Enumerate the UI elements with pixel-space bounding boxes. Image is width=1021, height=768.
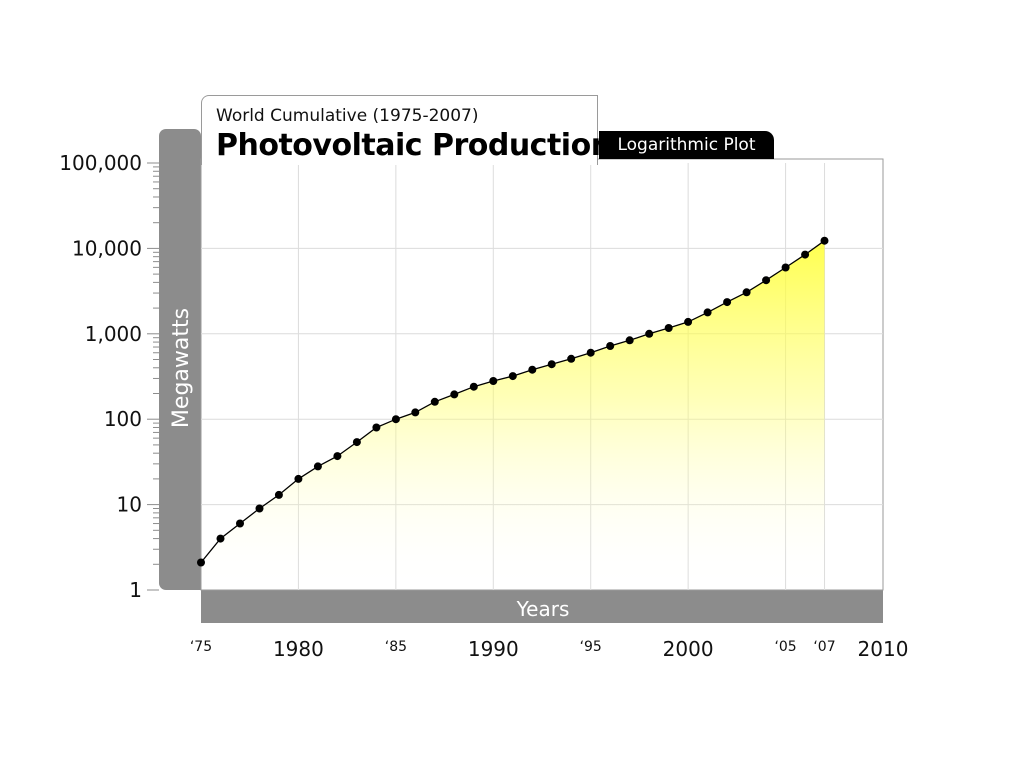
y-tick-label: 100,000 [59,151,142,175]
data-point [645,329,654,338]
y-tick-label: 10 [117,493,142,517]
y-tick-labels: 1 10 100 1,000 10,000 100,000 [59,151,142,602]
x-tick-labels: ‘75 1980 ‘85 1990 ‘95 2000 ‘05 ‘07 2010 [190,637,909,661]
data-point [684,317,693,326]
data-point [567,354,576,363]
x-tick-label: ‘85 [385,639,407,655]
title-box: World Cumulative (1975-2007) Photovoltai… [201,95,612,165]
x-tick-label: 1980 [273,637,324,661]
data-point [801,250,810,259]
y-axis-label: Megawatts [169,308,194,428]
x-axis-label: Years [516,597,570,621]
data-point [333,452,342,461]
chart-subtitle: World Cumulative (1975-2007) [216,106,479,126]
y-tick-marks [147,162,159,591]
y-tick-label: 100 [104,407,142,431]
data-point [586,348,595,357]
data-point [197,558,205,567]
data-point [274,490,283,499]
data-point [216,534,225,543]
y-axis-band-square [175,150,201,590]
data-point [450,390,459,399]
x-axis-band [201,590,883,623]
data-point [255,504,264,513]
logarithmic-plot-badge: Logarithmic Plot [599,131,774,159]
data-point [547,360,556,369]
data-point [762,276,771,285]
x-tick-label: ‘75 [190,639,212,655]
data-point [625,336,634,345]
data-point [391,415,400,424]
data-point [664,324,673,332]
data-point [294,474,303,483]
data-point [489,377,498,385]
data-point [236,519,244,528]
data-point [430,397,439,406]
data-point [352,438,361,447]
data-point [742,288,751,297]
data-point [372,423,381,432]
data-point [528,365,537,374]
x-tick-label: 2000 [663,637,714,661]
data-point [411,408,420,417]
data-series [197,236,829,567]
y-tick-label: 1,000 [85,322,142,346]
data-point [313,462,322,471]
data-point [606,342,615,350]
x-tick-label: ‘95 [580,639,602,655]
x-tick-label: ‘05 [774,639,796,655]
x-tick-label: 2010 [858,637,909,661]
x-tick-label: ‘07 [813,639,835,655]
x-tick-label: 1990 [468,637,519,661]
data-point [723,298,732,307]
data-point [508,372,517,381]
data-point [469,382,478,391]
data-point [820,236,829,245]
y-tick-label: 1 [129,578,142,602]
y-tick-label: 10,000 [72,236,142,260]
chart-title: Photovoltaic Production [216,128,612,163]
data-point [703,308,712,317]
data-point [781,263,790,272]
